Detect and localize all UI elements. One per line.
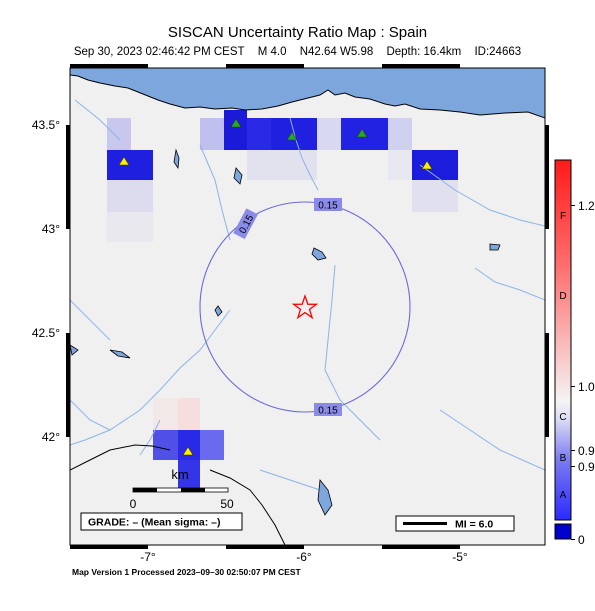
contour-015 (199, 201, 411, 413)
colorbar-value: 0.9 (578, 444, 595, 458)
station-triangle-icon (286, 131, 298, 141)
map-title: SISCAN Uncertainty Ratio Map : Spain (167, 24, 428, 41)
lon-label: -5° (452, 550, 468, 564)
grade-box: GRADE: – (Mean sigma: –) (80, 512, 243, 531)
colorbar-value: 0.9 (578, 460, 595, 474)
lat-label: 42° (42, 430, 60, 444)
event-location: N42.64 W5.98 (299, 46, 374, 58)
scale-end: 50 (220, 497, 234, 511)
station-triangle-icon (230, 118, 242, 128)
event-id: ID:24663 (474, 46, 522, 58)
grade-letter: B (560, 453, 567, 464)
lat-label: 43° (42, 222, 60, 236)
colorbar: F D C B A 1.2 1.0 0.9 0.9 0 (554, 159, 595, 547)
colorbar-value: 0 (578, 533, 585, 547)
map-area: 0.15 0.15 0.15 km 0 50 (70, 68, 545, 545)
contour-label-bottom: 0.15 (318, 406, 338, 417)
event-info: Sep 30, 2023 02:46:42 PM CEST M 4.0 N42.… (0, 46, 595, 58)
station-markers (118, 118, 433, 456)
sea-coastline (70, 68, 545, 119)
scale-bar: km 0 50 (130, 467, 234, 511)
event-depth: Depth: 16.4km (386, 46, 462, 58)
station-triangle-icon (421, 160, 433, 170)
station-triangle-icon (356, 128, 368, 138)
borders (70, 444, 286, 545)
lat-label: 42.5° (32, 326, 60, 340)
event-datetime: Sep 30, 2023 02:46:42 PM CEST (73, 46, 245, 58)
event-magnitude: M 4.0 (257, 46, 287, 58)
station-triangle-icon (118, 156, 130, 166)
rivers (70, 99, 545, 491)
grade-letter: C (559, 412, 566, 423)
reservoirs (70, 148, 501, 516)
grade-letter: F (560, 211, 566, 222)
epicenter-star-icon (291, 293, 319, 320)
grade-text: GRADE: – (Mean sigma: –) (88, 517, 220, 529)
mi-text: MI = 6.0 (455, 519, 493, 531)
colorbar-grades: F D C B A (559, 211, 566, 501)
scale-unit: km (171, 467, 188, 482)
lon-label: -7° (140, 550, 156, 564)
colorbar-value: 1.0 (578, 380, 595, 394)
colorbar-value: 1.2 (578, 199, 595, 213)
contour-label-top: 0.15 (318, 201, 338, 212)
grade-letter: A (560, 490, 567, 501)
station-triangle-icon (182, 446, 194, 456)
scale-start: 0 (130, 497, 137, 511)
lat-label: 43.5° (32, 118, 60, 132)
uncertainty-grid (107, 110, 458, 490)
processing-footer: Map Version 1 Processed 2023–09–30 02:50… (72, 567, 301, 577)
lon-axis-labels: -7° -6° -5° (140, 550, 468, 564)
lon-label: -6° (296, 550, 312, 564)
mi-box: MI = 6.0 (395, 515, 515, 532)
colorbar-values: 1.2 1.0 0.9 0.9 0 (578, 199, 595, 547)
lat-axis-labels: 43.5° 43° 42.5° 42° (32, 118, 60, 444)
map-frame (66, 64, 549, 549)
grade-letter: D (559, 291, 566, 302)
